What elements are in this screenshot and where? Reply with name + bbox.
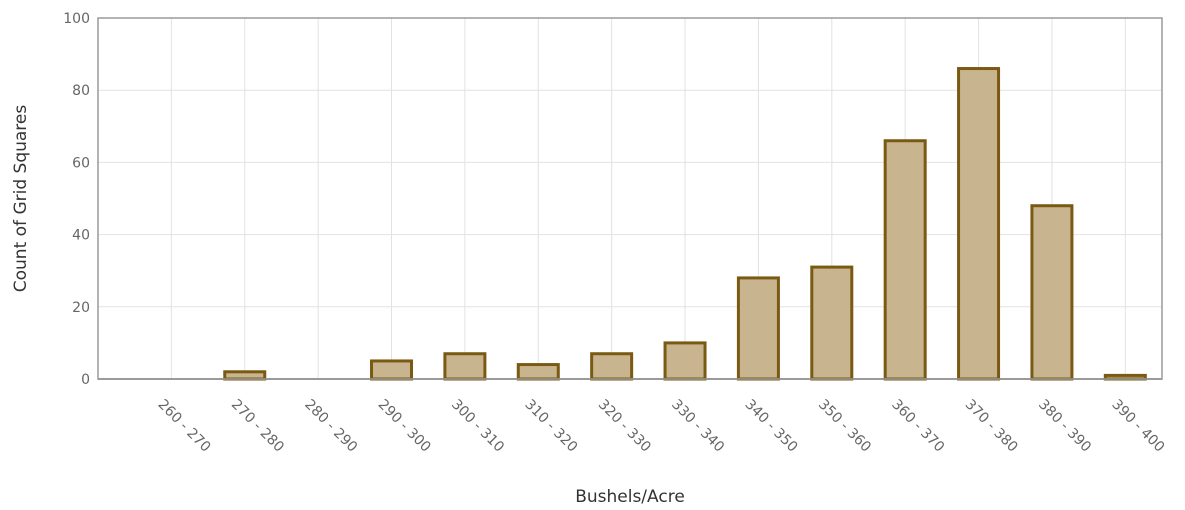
- y-tick-label: 80: [72, 83, 90, 99]
- y-tick-label: 100: [63, 11, 90, 27]
- x-tick-label: 280 - 290: [301, 397, 360, 456]
- x-tick-labels: 260 - 270 270 - 280 280 - 290 290 - 300 300 …: [155, 397, 1168, 456]
- x-tick-label: 300 - 310: [448, 397, 507, 456]
- bars: [223, 67, 1147, 381]
- bar: [590, 352, 634, 381]
- bar: [810, 265, 854, 381]
- x-tick-label: 270 - 280: [228, 397, 287, 456]
- y-tick-label: 20: [72, 300, 90, 316]
- x-tick-label: 350 - 360: [815, 397, 874, 456]
- x-tick-label: 340 - 350: [742, 397, 801, 456]
- x-tick-label: 260 - 270: [155, 397, 214, 456]
- x-tick-label: 290 - 300: [375, 397, 434, 456]
- bar: [736, 276, 780, 381]
- x-tick-label: 370 - 380: [962, 397, 1021, 456]
- bar: [370, 359, 414, 381]
- y-axis-title: Count of Grid Squares: [11, 105, 31, 293]
- y-tick-labels: 0 20 40 60 80 100: [63, 11, 90, 388]
- bar: [443, 352, 487, 381]
- x-tick-label: 330 - 340: [668, 397, 727, 456]
- y-tick-label: 60: [72, 155, 90, 171]
- x-tick-label: 380 - 390: [1035, 397, 1094, 456]
- bar: [957, 67, 1001, 381]
- plot-frame: [97, 17, 1163, 380]
- y-tick-label: 0: [81, 372, 90, 388]
- y-tick-label: 40: [72, 228, 90, 244]
- x-tick-label: 390 - 400: [1108, 397, 1167, 456]
- bar: [883, 139, 927, 381]
- x-tick-label: 320 - 330: [595, 397, 654, 456]
- bar: [1030, 204, 1074, 381]
- bar: [223, 370, 267, 381]
- bar: [516, 363, 560, 381]
- bar: [663, 341, 707, 381]
- grid-lines: [98, 18, 1162, 380]
- x-tick-label: 310 - 320: [521, 397, 580, 456]
- x-axis-title: Bushels/Acre: [575, 487, 685, 507]
- x-tick-label: 360 - 370: [888, 397, 947, 456]
